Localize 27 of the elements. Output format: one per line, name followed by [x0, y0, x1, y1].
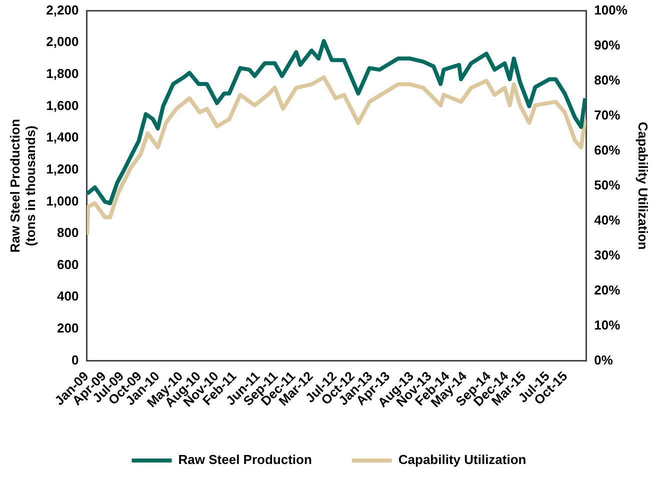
- y2-tick-label: 0%: [594, 352, 614, 368]
- y2-tick-label: 50%: [594, 177, 621, 192]
- y2-tick-label: 80%: [594, 72, 621, 88]
- legend-label: Raw Steel Production: [178, 452, 312, 468]
- y-tick-label: 1,200: [46, 161, 79, 176]
- y2-tick-label: 100%: [594, 2, 628, 18]
- y-tick-label: 2,200: [46, 2, 79, 18]
- y2-axis-title: Capability Utilization: [636, 122, 651, 250]
- y-tick-label: 1,000: [46, 193, 79, 208]
- y2-tick-label: 70%: [594, 107, 621, 122]
- y-tick-label: 200: [57, 320, 79, 336]
- y-tick-label: 400: [57, 288, 79, 304]
- legend-label: Capability Utilization: [398, 452, 526, 468]
- y-tick-label: 1,400: [46, 130, 79, 145]
- y2-tick-label: 30%: [594, 247, 621, 262]
- y-tick-label: 0: [71, 352, 79, 368]
- y2-tick-label: 20%: [594, 282, 621, 298]
- y-axis-title: Raw Steel Production (tons in thousands): [7, 118, 38, 253]
- y2-tick-label: 90%: [594, 37, 621, 52]
- y2-tick-label: 60%: [594, 142, 621, 158]
- y-tick-label: 2,000: [46, 34, 79, 50]
- y-tick-label: 800: [57, 225, 79, 240]
- y-tick-label: 1,800: [46, 66, 79, 82]
- y-tick-label: 1,600: [46, 98, 79, 113]
- y-tick-label: 600: [57, 256, 79, 272]
- y2-tick-label: 40%: [594, 212, 621, 228]
- y2-tick-label: 10%: [594, 317, 621, 332]
